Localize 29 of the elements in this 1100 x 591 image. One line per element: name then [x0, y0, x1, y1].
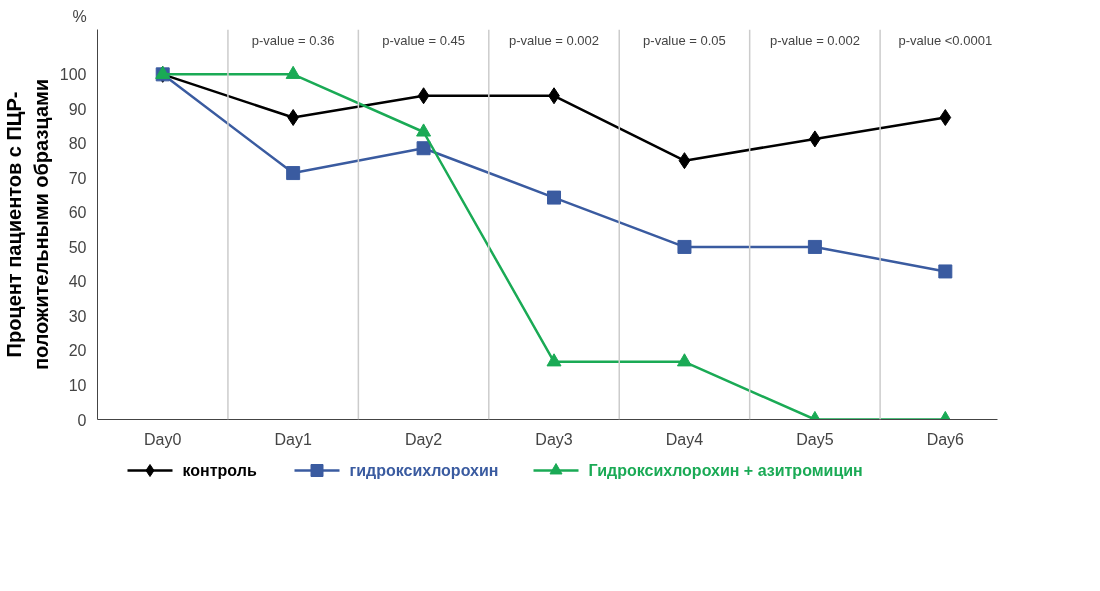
legend-label: контроль: [182, 462, 257, 479]
y-tick-label: 40: [68, 273, 87, 291]
y-axis-title: Процент пациентов с ПЦР- положительными образцами: [3, 78, 52, 371]
y-tick-label: 90: [68, 100, 87, 118]
legend-label: Гидроксихлорохин + азитромицин: [588, 462, 863, 479]
legend-label: гидроксихлорохин: [349, 462, 499, 479]
y-tick-label: 20: [68, 342, 87, 360]
x-tick-label: Day3: [535, 430, 573, 448]
y-tick-label: 50: [68, 238, 87, 256]
y-tick-label: 10: [68, 376, 87, 394]
y-tick-label: 0: [77, 411, 87, 429]
y-tick-label: 30: [68, 307, 87, 325]
text: %: [72, 7, 87, 25]
x-tick-label: Day6: [926, 430, 965, 448]
x-tick-label: Day2: [404, 430, 443, 448]
y-tick-label: 70: [68, 169, 87, 187]
x-tick-label: Day5: [796, 430, 834, 448]
y-tick-label: 80: [68, 135, 87, 153]
x-tick-label: Day0: [144, 430, 182, 448]
annotation: p-value = 0.002: [769, 32, 860, 48]
y-tick-label: 100: [59, 66, 87, 84]
annotation: p-value = 0.05: [643, 32, 726, 48]
annotation: p-value = 0.002: [509, 32, 600, 48]
x-tick-label: Day1: [274, 430, 312, 448]
annotation: p-value = 0.36: [251, 32, 335, 48]
annotation: p-value = 0.45: [382, 32, 465, 48]
y-tick-label: 60: [68, 204, 87, 222]
annotation: p-value <0.0001: [898, 32, 993, 48]
x-tick-label: Day4: [665, 430, 704, 448]
